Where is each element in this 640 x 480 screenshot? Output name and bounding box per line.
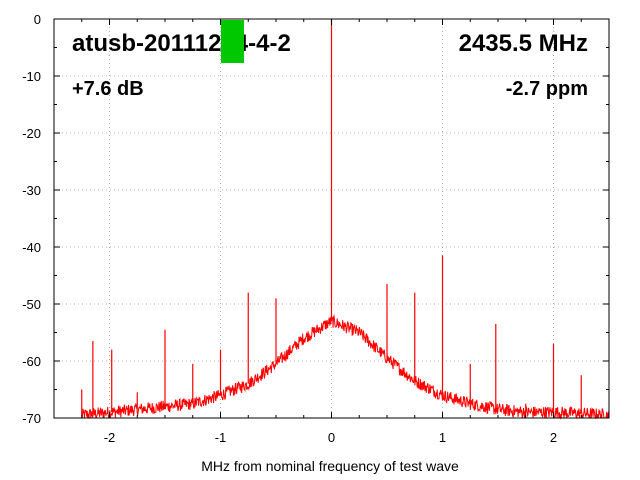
power-label: +7.6 dB [72, 78, 144, 100]
y-tick-label: -10 [22, 69, 41, 84]
device-title: atusb-20111214-4-2 [72, 30, 291, 57]
x-tick-label: -2 [104, 430, 116, 445]
frequency-label: 2435.5 MHz [459, 30, 588, 57]
x-tick-label: 1 [439, 430, 446, 445]
trace-layer [81, 19, 610, 420]
x-tick-label: 2 [550, 430, 557, 445]
x-tick-label: -1 [215, 430, 227, 445]
spectrum-trace [81, 313, 610, 420]
x-tick-label: 0 [328, 430, 335, 445]
y-tick-label: 0 [34, 12, 41, 27]
y-tick-label: -30 [22, 183, 41, 198]
y-tick-label: -50 [22, 297, 41, 312]
y-tick-label: -20 [22, 126, 41, 141]
y-tick-label: -40 [22, 240, 41, 255]
y-tick-label: -70 [22, 411, 41, 426]
ppm-label: -2.7 ppm [506, 78, 588, 100]
x-axis-title: MHz from nominal frequency of test wave [201, 458, 459, 474]
redaction-block [221, 20, 244, 63]
y-tick-label: -60 [22, 354, 41, 369]
tick-layer: -2 -1 0 1 20-10-20-30-40-50-60-70 [22, 12, 609, 445]
